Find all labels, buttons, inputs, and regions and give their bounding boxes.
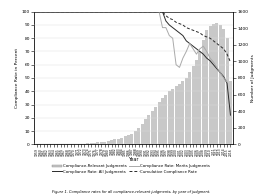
Bar — [144, 119, 147, 144]
Bar — [219, 25, 222, 144]
Bar — [90, 143, 92, 144]
Legend: Compliance-Relevant Judgments, Compliance Rate: All Judgments, Compliance Rate: : Compliance-Relevant Judgments, Complianc… — [52, 164, 210, 174]
Bar — [215, 23, 218, 144]
Bar — [226, 38, 228, 144]
Bar — [134, 131, 137, 144]
Bar — [168, 91, 171, 144]
Bar — [182, 81, 184, 144]
X-axis label: Year: Year — [128, 157, 139, 162]
Bar — [205, 30, 208, 144]
Y-axis label: Number of Judgments: Number of Judgments — [251, 54, 255, 102]
Bar — [222, 29, 225, 144]
Bar — [212, 24, 215, 144]
Bar — [96, 143, 99, 144]
Y-axis label: Compliance Rate in Percent: Compliance Rate in Percent — [15, 48, 19, 108]
Bar — [141, 124, 144, 144]
Bar — [151, 111, 154, 144]
Bar — [188, 72, 191, 144]
Bar — [185, 78, 188, 144]
Bar — [158, 102, 161, 144]
Bar — [148, 115, 150, 144]
Bar — [100, 142, 103, 144]
Bar — [130, 134, 133, 144]
Bar — [117, 139, 120, 144]
Bar — [209, 26, 211, 144]
Bar — [161, 98, 164, 144]
Bar — [113, 139, 116, 144]
Bar — [178, 84, 181, 144]
Bar — [175, 86, 178, 144]
Bar — [198, 51, 201, 144]
Bar — [229, 81, 232, 144]
Bar — [202, 40, 205, 144]
Bar — [120, 138, 123, 144]
Bar — [165, 95, 167, 144]
Bar — [137, 128, 140, 144]
Bar — [107, 141, 110, 144]
Bar — [103, 142, 106, 144]
Bar — [110, 140, 113, 144]
Bar — [86, 143, 89, 144]
Bar — [192, 66, 194, 144]
Bar — [195, 60, 198, 144]
Bar — [124, 136, 127, 144]
Bar — [171, 89, 174, 144]
Bar — [93, 143, 96, 144]
Bar — [127, 135, 130, 144]
Bar — [154, 107, 157, 144]
Text: Figure 1. Compliance rates for all compliance-relevant judgments, by year of jud: Figure 1. Compliance rates for all compl… — [52, 190, 210, 194]
